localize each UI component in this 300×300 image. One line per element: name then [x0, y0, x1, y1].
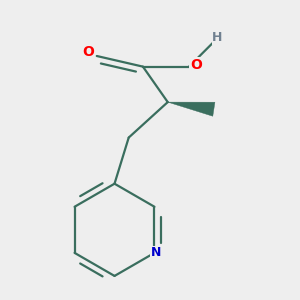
Text: O: O — [190, 58, 202, 72]
Text: N: N — [151, 246, 161, 260]
Text: O: O — [82, 45, 94, 59]
Polygon shape — [168, 102, 215, 116]
Text: H: H — [212, 31, 223, 44]
